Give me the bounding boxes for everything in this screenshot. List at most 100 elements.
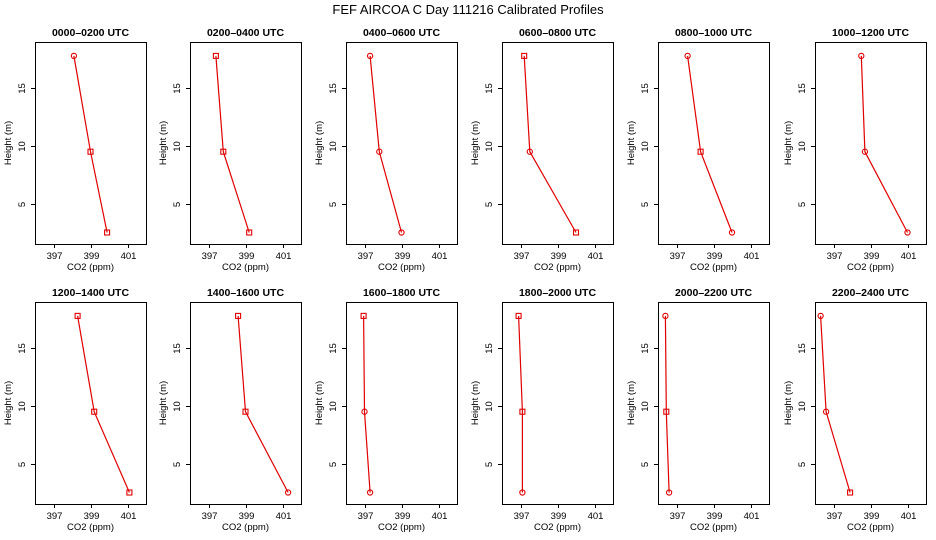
profile-panel: 1600–1800 UTC 397 399 401 5 10 15 CO2 (ppm) Heig…: [314, 287, 458, 533]
data-point-square: [91, 408, 98, 415]
plot-frame: [658, 42, 770, 245]
x-tick-label: 399: [707, 511, 723, 522]
x-tick-label: 397: [514, 511, 530, 522]
data-point-square: [847, 489, 854, 496]
panel-title: 0200–0400 UTC: [207, 27, 284, 39]
panel-title: 2200–2400 UTC: [832, 287, 909, 299]
data-point-circle: [904, 229, 911, 236]
data-point-circle: [519, 489, 526, 496]
x-tick-label: 401: [121, 511, 137, 522]
data-point-square: [697, 148, 704, 155]
plot-frame: [658, 302, 770, 505]
data-point-circle: [284, 489, 292, 496]
x-axis-label: CO2 (ppm): [67, 262, 114, 273]
data-point-circle: [684, 52, 691, 60]
y-tick-label: 10: [484, 401, 495, 412]
x-tick-label: 399: [84, 511, 100, 522]
profile-panel: 1400–1600 UTC 397 399 401 5 10 15 CO2 (ppm) Heig…: [158, 287, 302, 533]
x-tick-label: 401: [744, 251, 760, 262]
y-tick-label: 5: [172, 462, 183, 467]
y-tick-label: 15: [172, 83, 183, 94]
profile-panel: 0600–0800 UTC 397 399 401 5 10 15 CO2 (ppm) Heig…: [470, 27, 614, 273]
data-point-square: [242, 408, 249, 415]
data-point-square: [74, 312, 81, 319]
plot-frame: [502, 42, 614, 245]
plot-frame: [346, 302, 458, 505]
profile-panel: 2200–2400 UTC 397 399 401 5 10 15 CO2 (ppm) Heig…: [783, 287, 927, 533]
data-point-square: [246, 229, 253, 236]
panel-grid: 0000–0200 UTC 397 399 401 5 10 15 CO2 (ppm) Heig…: [3, 27, 927, 533]
y-axis-label: Height (m): [470, 381, 481, 425]
y-axis-label: Height (m): [314, 121, 325, 165]
x-tick-label: 399: [551, 251, 567, 262]
x-tick-label: 399: [551, 511, 567, 522]
y-tick-label: 5: [484, 462, 495, 467]
x-axis-label: CO2 (ppm): [690, 522, 737, 533]
x-tick-label: 399: [84, 251, 100, 262]
x-tick-label: 399: [864, 251, 880, 262]
y-tick-label: 15: [17, 343, 28, 354]
y-tick-label: 15: [484, 83, 495, 94]
profile-line: [73, 55, 108, 233]
y-axis-label: Height (m): [3, 121, 14, 165]
profile-line: [237, 315, 289, 493]
y-tick-label: 10: [328, 141, 339, 152]
x-tick-label: 397: [358, 251, 374, 262]
data-point-circle: [861, 148, 869, 155]
x-tick-label: 397: [514, 251, 530, 262]
y-tick-label: 10: [797, 401, 808, 412]
data-point-circle: [366, 52, 374, 60]
data-point-square: [212, 52, 219, 59]
data-point-square: [87, 148, 94, 155]
data-point-circle: [858, 52, 865, 60]
x-tick-label: 397: [47, 251, 63, 262]
x-tick-label: 397: [827, 511, 843, 522]
y-tick-label: 10: [797, 141, 808, 152]
profile-line: [860, 55, 909, 233]
data-point-square: [572, 229, 580, 236]
x-tick-label: 401: [432, 251, 448, 262]
data-point-circle: [366, 489, 374, 496]
data-point-square: [126, 489, 133, 496]
y-tick-label: 5: [797, 462, 808, 467]
profile-line: [215, 55, 250, 233]
x-axis-label: CO2 (ppm): [378, 262, 425, 273]
x-axis-label: CO2 (ppm): [222, 522, 269, 533]
y-tick-label: 5: [640, 462, 651, 467]
y-tick-label: 15: [172, 343, 183, 354]
panel-title: 0800–1000 UTC: [675, 27, 752, 39]
x-tick-label: 399: [864, 511, 880, 522]
y-tick-label: 5: [328, 462, 339, 467]
panel-title: 1400–1600 UTC: [207, 287, 284, 299]
x-tick-label: 401: [901, 511, 917, 522]
x-tick-label: 401: [588, 511, 604, 522]
y-axis-label: Height (m): [783, 381, 794, 425]
y-tick-label: 10: [17, 141, 28, 152]
data-point-square: [521, 52, 528, 59]
data-point-square: [515, 312, 522, 319]
profile-line: [77, 315, 130, 493]
y-tick-label: 10: [640, 141, 651, 152]
y-tick-label: 15: [484, 343, 495, 354]
y-tick-label: 5: [17, 462, 28, 467]
x-tick-label: 401: [901, 251, 917, 262]
x-tick-label: 401: [276, 511, 292, 522]
profile-line: [363, 315, 371, 493]
data-point-circle: [526, 148, 533, 155]
y-tick-label: 10: [172, 401, 183, 412]
x-axis-label: CO2 (ppm): [67, 522, 114, 533]
data-point-circle: [822, 408, 830, 415]
data-point-square: [663, 408, 670, 415]
y-axis-label: Height (m): [3, 381, 14, 425]
y-tick-label: 5: [328, 202, 339, 207]
x-tick-label: 399: [239, 251, 255, 262]
x-tick-label: 397: [358, 511, 374, 522]
x-tick-label: 401: [744, 511, 760, 522]
profile-panel: 0200–0400 UTC 397 399 401 5 10 15 CO2 (ppm) Heig…: [158, 27, 302, 273]
plot-frame: [190, 42, 302, 245]
y-tick-label: 15: [640, 343, 651, 354]
panel-title: 0600–0800 UTC: [519, 27, 596, 39]
x-axis-label: CO2 (ppm): [534, 522, 581, 533]
y-tick-label: 10: [484, 141, 495, 152]
